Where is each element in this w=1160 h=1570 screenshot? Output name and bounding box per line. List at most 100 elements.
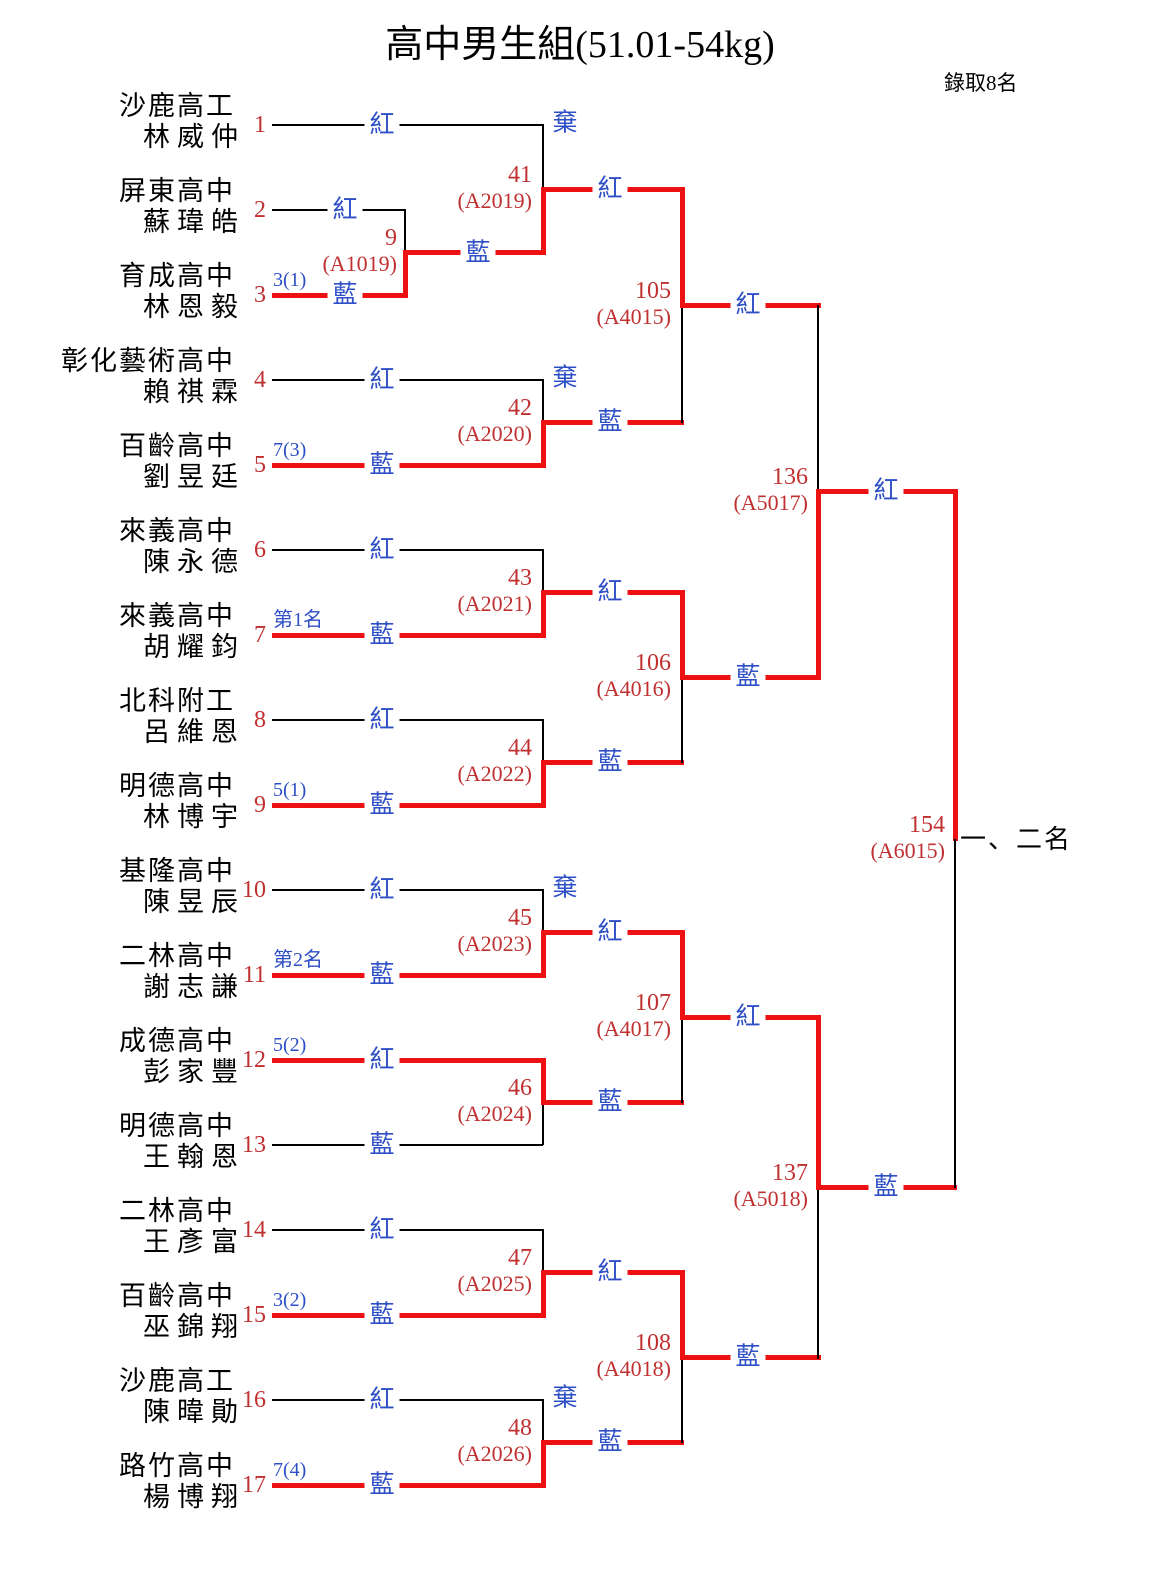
bracket-line bbox=[817, 1187, 819, 1359]
match-number: 9 bbox=[385, 225, 397, 251]
match-number: 136 bbox=[772, 464, 808, 490]
match-number: 108 bbox=[635, 1330, 671, 1356]
corner-label: 紅 bbox=[364, 366, 400, 394]
match-number: 107 bbox=[635, 990, 671, 1016]
match-number: 44 bbox=[508, 735, 532, 761]
match-label: 45 (A2023) bbox=[392, 906, 532, 957]
bracket-line bbox=[542, 1229, 544, 1273]
competitor-school: 基隆高中 bbox=[119, 856, 235, 886]
bracket-line bbox=[272, 463, 546, 468]
competitor-number: 14 bbox=[242, 1217, 266, 1243]
bracket-line bbox=[272, 803, 546, 808]
competitor-number: 2 bbox=[254, 197, 266, 223]
competitor-name: 林威仲 bbox=[143, 122, 245, 152]
competitor-number: 15 bbox=[242, 1302, 266, 1328]
placement-annotation: 3(2) bbox=[273, 1289, 307, 1311]
match-number: 106 bbox=[635, 650, 671, 676]
corner-label: 紅 bbox=[364, 111, 400, 139]
corner-label: 藍 bbox=[364, 791, 400, 819]
corner-label: 藍 bbox=[364, 1301, 400, 1329]
match-number: 154 bbox=[909, 812, 945, 838]
competitor-school: 百齡高中 bbox=[119, 431, 235, 461]
match-label: 44 (A2022) bbox=[392, 735, 532, 787]
bracket-line bbox=[681, 677, 683, 763]
bracket-line bbox=[541, 760, 546, 807]
bracket-line bbox=[272, 633, 546, 638]
match-label: 41 (A2019) bbox=[392, 163, 532, 214]
match-number: 48 bbox=[508, 1415, 532, 1441]
competitor-school: 彰化藝術高中 bbox=[61, 346, 235, 376]
competitor-school: 明德高中 bbox=[119, 771, 235, 801]
bracket-line bbox=[541, 1058, 546, 1104]
match-code: (A4017) bbox=[596, 1016, 671, 1041]
bracket-line bbox=[681, 305, 683, 423]
bracket-line bbox=[403, 250, 408, 298]
bracket-line bbox=[817, 305, 819, 492]
bracket-line bbox=[953, 489, 958, 841]
bracket-line bbox=[816, 1015, 821, 1189]
competitor-number: 1 bbox=[254, 112, 266, 138]
competitor-name: 劉昱廷 bbox=[143, 462, 245, 492]
competitor-school: 屏東高中 bbox=[119, 176, 235, 206]
competitor-school: 沙鹿高工 bbox=[119, 91, 235, 121]
competitor-school: 明德高中 bbox=[119, 1111, 235, 1141]
corner-label: 紅 bbox=[327, 196, 363, 224]
match-code: (A2025) bbox=[457, 1271, 532, 1296]
placement-annotation: 7(4) bbox=[273, 1459, 307, 1481]
bracket-line bbox=[272, 1229, 543, 1231]
corner-label: 紅 bbox=[592, 1258, 628, 1286]
corner-label: 紅 bbox=[868, 477, 904, 505]
match-label: 105 (A4015) bbox=[531, 279, 671, 330]
corner-label: 藍 bbox=[730, 1343, 766, 1371]
competitor-name: 巫錦翔 bbox=[143, 1312, 245, 1342]
bracket-line bbox=[681, 1357, 683, 1443]
match-code: (A6015) bbox=[870, 838, 945, 863]
bracket-line bbox=[272, 379, 543, 381]
bracket-line bbox=[272, 1144, 543, 1146]
bracket-line bbox=[541, 590, 546, 637]
match-number: 47 bbox=[508, 1245, 532, 1271]
corner-label: 藍 bbox=[327, 281, 363, 309]
placement-annotation: 5(2) bbox=[273, 1034, 307, 1056]
match-code: (A2023) bbox=[457, 931, 532, 956]
match-label: 48 (A2026) bbox=[392, 1415, 532, 1467]
competitor-school: 育成高中 bbox=[119, 261, 235, 291]
bracket-line bbox=[272, 549, 543, 551]
match-number: 46 bbox=[508, 1075, 532, 1101]
competitor-name: 陳昱辰 bbox=[143, 887, 245, 917]
competitor-number: 16 bbox=[242, 1387, 266, 1413]
competitor-name: 林恩毅 bbox=[143, 292, 245, 322]
corner-label: 紅 bbox=[364, 536, 400, 564]
competitor-name: 楊博翔 bbox=[143, 1482, 245, 1512]
bracket-line bbox=[681, 1017, 683, 1103]
match-code: (A1019) bbox=[322, 251, 397, 276]
match-code: (A4015) bbox=[596, 304, 671, 329]
competitor-number: 10 bbox=[242, 877, 266, 903]
competitor-number: 7 bbox=[254, 622, 266, 648]
competitor-name: 林博宇 bbox=[143, 802, 245, 832]
bracket-line bbox=[680, 1270, 685, 1359]
competitor-name: 陳永德 bbox=[143, 547, 245, 577]
competitor-school: 二林高中 bbox=[119, 1196, 235, 1226]
competitor-school: 二林高中 bbox=[119, 941, 235, 971]
forfeit-label: 棄 bbox=[552, 364, 578, 392]
bracket-line bbox=[542, 549, 544, 593]
match-label: 106 (A4016) bbox=[531, 650, 671, 702]
final-placement-label: 一、二名 bbox=[960, 825, 1073, 854]
bracket-line bbox=[272, 1313, 546, 1318]
bracket-line bbox=[542, 124, 544, 190]
competitor-name: 彭家豐 bbox=[143, 1057, 245, 1087]
bracket-line bbox=[541, 420, 546, 467]
competitor-school: 百齡高中 bbox=[119, 1281, 235, 1311]
competitor-school: 沙鹿高工 bbox=[119, 1366, 235, 1396]
competitor-school: 北科附工 bbox=[119, 686, 235, 716]
bracket-line bbox=[542, 1102, 544, 1145]
competitor-school: 路竹高中 bbox=[119, 1451, 235, 1481]
match-label: 42 (A2020) bbox=[392, 396, 532, 447]
bracket-line bbox=[542, 379, 544, 423]
bracket-line bbox=[542, 719, 544, 763]
bracket-line bbox=[542, 889, 544, 933]
competitor-number: 13 bbox=[242, 1132, 266, 1158]
bracket-line bbox=[680, 590, 685, 679]
match-label: 107 (A4017) bbox=[531, 990, 671, 1042]
